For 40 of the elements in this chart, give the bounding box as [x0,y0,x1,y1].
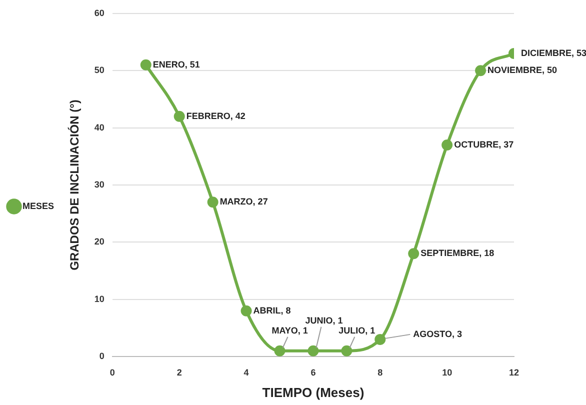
annotation: FEBRERO, 42 [186,110,246,121]
point [174,110,185,122]
point [207,196,218,208]
x-tick-label: 10 [442,367,452,378]
x-tick-label: 12 [508,367,520,378]
x-tick-label: 4 [244,367,249,378]
annotation: NOVIEMBRE, 50 [488,65,558,76]
annotation: SEPTIEMBRE, 18 [420,248,494,258]
y-tick-label: 10 [94,294,104,304]
point [442,139,453,150]
annotation: JUNIO, 1 [305,315,343,326]
annotation: ENERO, 51 [152,59,200,70]
annotation: OCTUBRE, 37 [454,139,514,150]
legend-label: MESES [22,200,54,211]
point [408,248,420,260]
point [140,59,152,70]
y-tick-label: 40 [94,122,104,132]
y-tick-label: 20 [94,236,104,247]
y-tick-label: 30 [94,179,104,190]
y-tick-label: 0 [99,351,104,362]
point [274,345,286,356]
point [308,345,319,356]
x-axis-title: TIEMPO (Meses) [262,384,364,400]
x-tick-label: 8 [378,367,383,378]
point [341,345,352,356]
annotation: MARZO, 27 [220,196,268,207]
y-tick-label: 60 [94,8,104,18]
annotation: MAYO, 1 [272,325,308,336]
annotation: DICIEMBRE, 53 [521,48,586,58]
x-tick-label: 6 [310,367,316,378]
y-tick-label: 50 [94,65,104,76]
x-tick-label: 0 [110,367,115,378]
annotation: JULIO, 1 [338,325,376,336]
y-axis-title: GRADOS DE INCLINACIÓN (°) [68,100,82,270]
annotation: ABRIL, 8 [253,305,291,316]
point [475,65,486,76]
point [374,334,386,345]
x-tick-label: 2 [176,367,182,378]
point [240,305,252,316]
annotation: AGOSTO, 3 [413,328,462,339]
